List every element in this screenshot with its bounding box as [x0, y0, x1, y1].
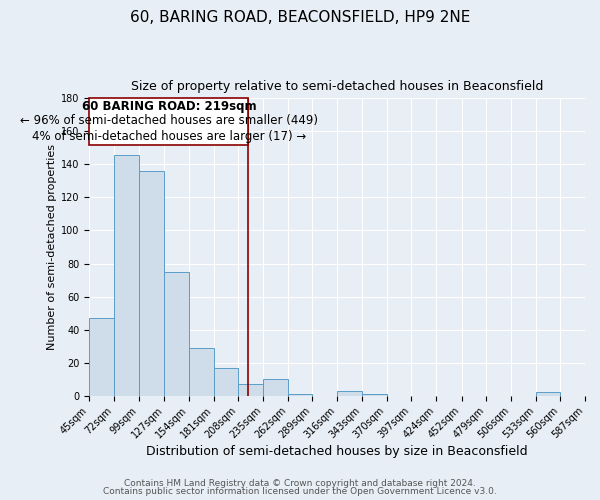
Bar [362, 394, 386, 396]
Bar [139, 171, 164, 396]
Bar [263, 379, 288, 396]
Bar [114, 154, 139, 396]
Bar [164, 272, 189, 396]
Bar [214, 368, 238, 396]
Text: Contains HM Land Registry data © Crown copyright and database right 2024.: Contains HM Land Registry data © Crown c… [124, 478, 476, 488]
Bar [337, 390, 362, 396]
Bar [189, 348, 214, 396]
Text: 60, BARING ROAD, BEACONSFIELD, HP9 2NE: 60, BARING ROAD, BEACONSFIELD, HP9 2NE [130, 10, 470, 25]
Bar [89, 318, 114, 396]
Text: Contains public sector information licensed under the Open Government Licence v3: Contains public sector information licen… [103, 487, 497, 496]
Text: ← 96% of semi-detached houses are smaller (449): ← 96% of semi-detached houses are smalle… [20, 114, 318, 127]
X-axis label: Distribution of semi-detached houses by size in Beaconsfield: Distribution of semi-detached houses by … [146, 444, 528, 458]
FancyBboxPatch shape [89, 98, 248, 144]
Y-axis label: Number of semi-detached properties: Number of semi-detached properties [47, 144, 57, 350]
Title: Size of property relative to semi-detached houses in Beaconsfield: Size of property relative to semi-detach… [131, 80, 544, 93]
Bar [238, 384, 263, 396]
Bar [288, 394, 313, 396]
Bar [536, 392, 560, 396]
Text: 4% of semi-detached houses are larger (17) →: 4% of semi-detached houses are larger (1… [32, 130, 306, 143]
Text: 60 BARING ROAD: 219sqm: 60 BARING ROAD: 219sqm [82, 100, 256, 113]
